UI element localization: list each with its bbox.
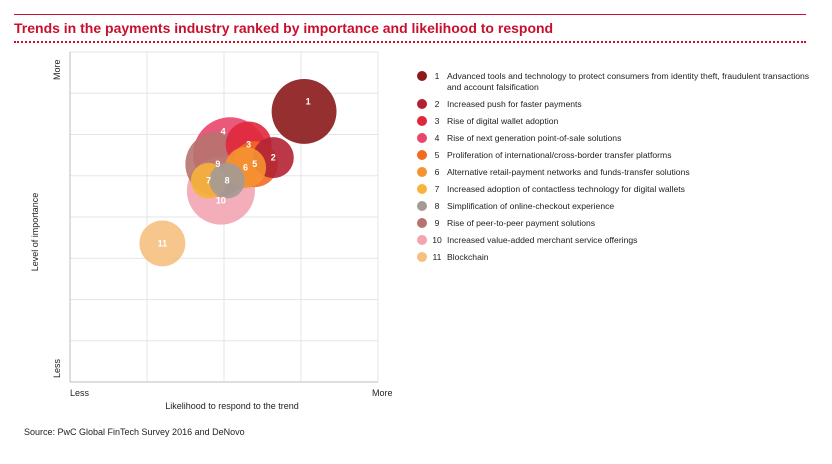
legend-item-8: 8 Simplification of online-checkout exper… (417, 201, 817, 212)
top-rule (14, 14, 806, 15)
legend-item-7: 7 Increased adoption of contactless techn… (417, 184, 817, 195)
bubble-1 (271, 78, 337, 144)
legend-swatch (417, 184, 427, 194)
legend-swatch (417, 201, 427, 211)
legend-label: Rise of peer-to-peer payment solutions (447, 218, 596, 228)
y-tick-label-less: Less (52, 358, 62, 378)
legend-swatch (417, 99, 427, 109)
legend-swatch (417, 133, 427, 143)
legend-label: Proliferation of international/cross-bor… (447, 150, 672, 160)
legend-swatch (417, 167, 427, 177)
legend-number: 9 (434, 218, 440, 228)
legend-label: Advanced tools and technology to protect… (447, 71, 810, 92)
bubble-label-5: 5 (252, 159, 257, 169)
legend-item-6: 6 Alternative retail-payment networks and… (417, 167, 817, 178)
legend-label: Blockchain (447, 252, 489, 262)
legend-swatch (417, 218, 427, 228)
legend-swatch (417, 252, 427, 262)
title-divider (14, 41, 806, 43)
x-tick-label-more: More (372, 388, 393, 398)
x-axis-title: Likelihood to respond to the trend (165, 401, 299, 411)
bubble-label-10: 10 (216, 196, 226, 206)
chart-title: Trends in the payments industry ranked b… (14, 20, 554, 36)
bubble-label-3: 3 (246, 139, 251, 149)
legend-label: Increased push for faster payments (447, 99, 582, 109)
legend-item-10: 10 Increased value-added merchant service… (417, 235, 817, 246)
bubble-label-7: 7 (206, 176, 211, 186)
legend-label: Simplification of online-checkout experi… (447, 201, 615, 211)
legend-label: Rise of next generation point-of-sale so… (447, 133, 622, 143)
bubble-label-1: 1 (306, 96, 311, 106)
y-tick-label-more: More (52, 59, 62, 80)
legend-swatch (417, 71, 427, 81)
legend-number: 6 (434, 167, 440, 177)
legend-swatch (417, 150, 427, 160)
legend-label: Alternative retail-payment networks and … (447, 167, 690, 177)
source-note: Source: PwC Global FinTech Survey 2016 a… (24, 427, 245, 437)
legend-label: Increased adoption of contactless techno… (447, 184, 685, 194)
bubble-label-9: 9 (215, 159, 220, 169)
legend-number: 11 (432, 252, 442, 262)
legend-item-9: 9 Rise of peer-to-peer payment solutions (417, 218, 817, 229)
x-tick-label-less: Less (70, 388, 90, 398)
legend-item-11: 11 Blockchain (417, 252, 817, 263)
legend-number: 4 (434, 133, 440, 143)
bubble-11 (139, 220, 186, 267)
legend-number: 7 (434, 184, 440, 194)
legend-number: 8 (434, 201, 440, 211)
y-axis-title: Level of importance (30, 193, 40, 272)
bubble-label-11: 11 (158, 238, 168, 248)
legend: 1 Advanced tools and technology to protec… (417, 71, 817, 269)
bubble-label-4: 4 (221, 126, 226, 136)
legend-item-4: 4 Rise of next generation point-of-sale s… (417, 133, 817, 144)
legend-swatch (417, 116, 427, 126)
legend-label: Increased value-added merchant service o… (447, 235, 638, 245)
legend-number: 2 (434, 99, 440, 109)
legend-swatch (417, 235, 427, 245)
legend-item-2: 2 Increased push for faster payments (417, 99, 817, 110)
legend-number: 1 (434, 71, 440, 81)
bubble-label-6: 6 (243, 163, 248, 173)
bubble-8 (209, 162, 245, 199)
bubble-label-8: 8 (225, 176, 230, 186)
legend-label: Rise of digital wallet adoption (447, 116, 559, 126)
legend-number: 10 (432, 235, 442, 245)
legend-item-5: 5 Proliferation of international/cross-bo… (417, 150, 817, 161)
legend-number: 3 (434, 116, 440, 126)
legend-number: 5 (434, 150, 440, 160)
legend-item-3: 3 Rise of digital wallet adoption (417, 116, 817, 127)
bubble-label-2: 2 (271, 153, 276, 163)
legend-item-1: 1 Advanced tools and technology to protec… (417, 71, 817, 93)
